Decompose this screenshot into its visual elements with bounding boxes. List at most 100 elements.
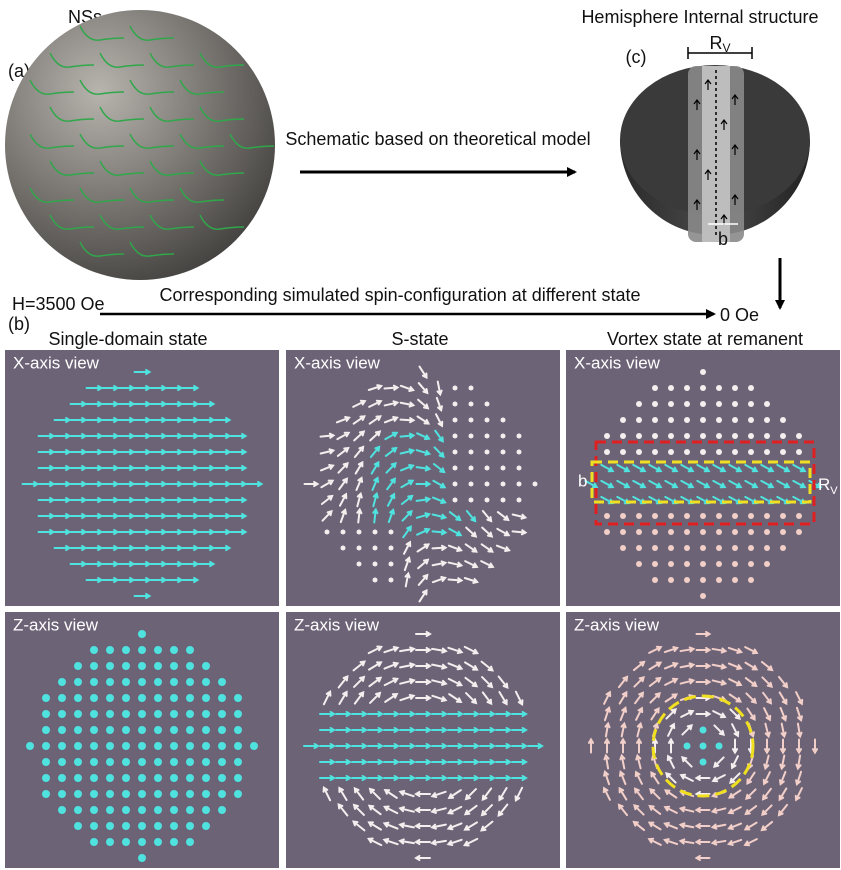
spin-dot (668, 385, 674, 391)
spin-dot (186, 806, 194, 814)
spin-arrow (369, 430, 382, 442)
spin-arrow (181, 576, 200, 584)
spin-dot (764, 433, 770, 439)
spin-arrow (744, 646, 759, 655)
spin-arrow (710, 839, 727, 846)
spin-arrow (712, 463, 727, 473)
spin-arrow (480, 543, 494, 553)
spin-arrow (355, 476, 364, 491)
spin-dot (620, 433, 626, 439)
spin-arrow (712, 479, 727, 489)
spin-dot (715, 742, 723, 750)
spin-dot (716, 577, 722, 583)
spin-arrow (398, 822, 415, 829)
spin-arrow (514, 786, 524, 802)
spin-dot (58, 710, 66, 718)
spin-arrow (415, 465, 432, 472)
spin-dot (138, 854, 146, 862)
spin-arrow (663, 661, 679, 670)
spin-arrow (662, 838, 679, 846)
spin-arrow (647, 837, 662, 846)
spin-line (29, 187, 75, 203)
spin-arrow (481, 509, 493, 523)
spin-arrow (415, 630, 432, 638)
spin-arrow (463, 577, 480, 584)
spin-arrow (480, 820, 494, 832)
spin-arrow (414, 822, 431, 830)
spin-arrow (648, 804, 662, 815)
core-arrow (720, 119, 728, 130)
spin-dot (684, 513, 690, 519)
spin-arrow (679, 678, 696, 685)
spin-arrow (795, 691, 804, 706)
spin-arrow (664, 677, 679, 686)
spin-dot (74, 790, 82, 798)
spin-arrow (713, 724, 725, 736)
spin-arrow (338, 477, 348, 491)
spin-arrow (603, 690, 612, 705)
spin-arrow (213, 544, 232, 552)
spin-dot (780, 513, 786, 519)
spin-arrow (463, 661, 479, 671)
spin-dot (700, 385, 706, 391)
spin-dot (388, 529, 394, 535)
spin-arrow (416, 527, 431, 536)
spin-arrow (679, 773, 694, 782)
spin-arrow (746, 771, 756, 786)
spin-dot (452, 481, 458, 487)
spin-dot (484, 433, 490, 439)
spin-dot (764, 561, 770, 567)
spin-dot (636, 401, 642, 407)
spin-dot (700, 529, 706, 535)
spin-arrow (511, 710, 528, 718)
spin-arrow (399, 401, 416, 408)
spin-arrow (447, 662, 464, 671)
spin-arrow (463, 758, 480, 766)
spin-dot (186, 710, 194, 718)
spin-arrow (760, 463, 775, 473)
spin-dot (74, 694, 82, 702)
spin-dot (668, 401, 674, 407)
spin-arrow (479, 710, 496, 718)
spin-line (79, 187, 125, 203)
spin-arrow (367, 774, 384, 782)
spin-dot (748, 529, 754, 535)
spin-arrow (352, 660, 366, 672)
spin-dot (356, 529, 362, 535)
spin-arrow (335, 742, 352, 750)
spin-arrow (667, 722, 676, 737)
spin-arrow (678, 822, 695, 829)
spin-arrow (431, 694, 448, 703)
spin-arrow (352, 399, 367, 408)
spin-arrow (447, 726, 464, 734)
spin-arrow (763, 754, 770, 771)
spin-dot (796, 433, 802, 439)
spin-arrow (664, 479, 679, 489)
view-label: Z-axis view (13, 615, 99, 634)
spin-arrow (495, 710, 512, 718)
spin-arrow (780, 722, 787, 739)
spin-dot (516, 497, 522, 503)
field-start: H=3500 Oe (12, 294, 105, 314)
spin-arrow (430, 823, 447, 830)
spin-dot (234, 742, 242, 750)
spin-arrow (352, 820, 366, 832)
spin-dot (716, 417, 722, 423)
spin-dot (122, 694, 130, 702)
spin-arrow (303, 480, 320, 488)
spin-arrow (778, 770, 787, 786)
spin-arrow (619, 706, 628, 722)
spin-dot (122, 790, 130, 798)
spin-dot (716, 401, 722, 407)
spin-arrow (648, 463, 663, 473)
spin-arrow (336, 446, 350, 457)
spin-arrow (431, 529, 448, 536)
spin-dot (74, 726, 82, 734)
spin-arrow (322, 690, 332, 706)
spin-dot (452, 465, 458, 471)
spin-line (199, 214, 245, 230)
state-label: Vortex state at remanent (607, 329, 803, 349)
spin-arrow (779, 738, 787, 755)
spin-arrow (497, 675, 509, 689)
spin-arrow (415, 646, 432, 654)
